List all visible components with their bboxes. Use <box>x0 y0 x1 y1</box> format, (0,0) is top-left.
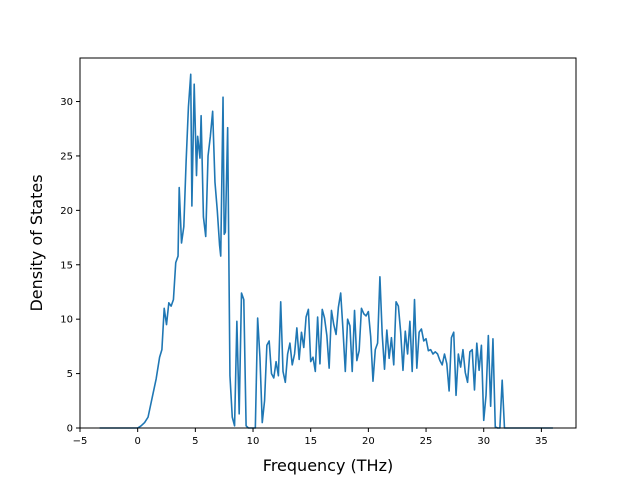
plot-area <box>99 73 553 429</box>
y-tick-label: 20 <box>60 206 73 217</box>
y-tick-label: 30 <box>60 97 73 108</box>
y-axis-ticks: 0 5 10 15 20 25 30 <box>60 97 80 435</box>
x-tick-label: 30 <box>477 436 490 447</box>
y-tick-label: 0 <box>67 424 73 435</box>
x-axis-label: Frequency (THz) <box>263 456 393 475</box>
x-tick-label: 15 <box>304 436 317 447</box>
x-tick-label: −5 <box>73 436 88 447</box>
x-tick-label: 0 <box>134 436 140 447</box>
dos-series-line <box>99 73 553 429</box>
y-tick-label: 10 <box>60 315 73 326</box>
x-tick-label: 20 <box>362 436 375 447</box>
y-axis-label: Density of States <box>27 174 46 311</box>
x-tick-label: 10 <box>247 436 260 447</box>
y-tick-label: 5 <box>67 369 73 380</box>
y-tick-label: 25 <box>60 151 73 162</box>
x-tick-label: 25 <box>420 436 433 447</box>
x-axis-ticks: −5 0 5 10 15 20 25 30 35 <box>73 428 548 447</box>
axes-frame <box>79 57 577 429</box>
x-tick-label: 35 <box>535 436 548 447</box>
x-tick-label: 5 <box>192 436 198 447</box>
y-tick-label: 15 <box>60 260 73 271</box>
